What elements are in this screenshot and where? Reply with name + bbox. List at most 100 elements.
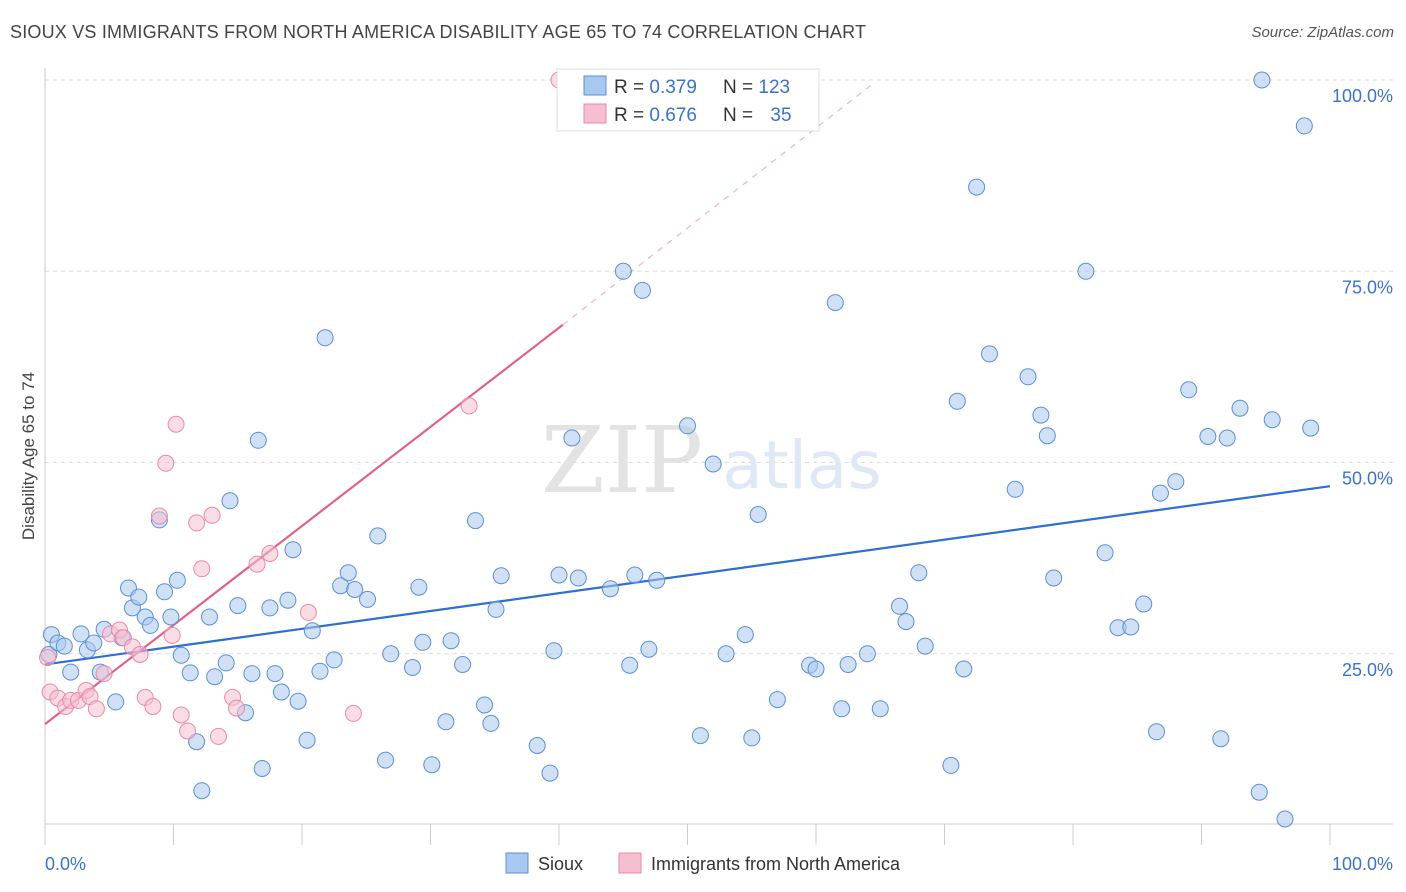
sioux-point [284, 541, 302, 559]
sioux-point [272, 683, 290, 701]
sioux-point [981, 345, 998, 363]
stats-legend-swatch-sioux [583, 75, 607, 96]
stats-legend: R = 0.379 N = 123 R = 0.676 N = 35 [556, 68, 820, 132]
sioux-point [614, 262, 632, 280]
sioux-point [181, 664, 199, 682]
immigrant-point [179, 722, 197, 740]
sioux-point [743, 729, 761, 747]
sioux-point [955, 660, 973, 678]
sioux-point [839, 656, 857, 673]
sioux-point [749, 506, 767, 523]
sioux-point [916, 637, 934, 655]
sioux-point [279, 591, 297, 609]
trend-lines [44, 82, 1331, 726]
immigrant-point [460, 397, 478, 415]
immigrant-point [167, 415, 185, 433]
sioux-point [206, 668, 224, 686]
sioux-point [648, 571, 666, 589]
sioux-point [289, 692, 307, 710]
svg-text:R = 0.379: R = 0.379 [614, 77, 697, 98]
sioux-point [897, 613, 915, 631]
immigrants-trend-extension [562, 82, 875, 326]
sioux-point [55, 637, 73, 655]
sioux-point [156, 583, 173, 601]
immigrant-point [210, 727, 227, 745]
watermark-atlas: atlas [722, 427, 882, 504]
sioux-point [626, 566, 644, 584]
sioux-point [1167, 473, 1185, 491]
immigrant-point [299, 603, 317, 621]
sioux-point [1276, 810, 1294, 828]
sioux-point [768, 691, 786, 709]
sioux-point [833, 700, 851, 718]
legend-label-immigrants: Immigrants from North America [651, 854, 901, 874]
immigrant-point [163, 626, 181, 644]
sioux-point [130, 588, 148, 606]
sioux-point [221, 492, 239, 510]
sioux-point [249, 431, 267, 449]
sioux-point [1263, 411, 1281, 429]
immigrant-point [248, 555, 266, 573]
y-tick-label: 50.0% [1342, 469, 1393, 489]
sioux-point [85, 634, 103, 652]
sioux-point [442, 632, 460, 650]
sioux-point [621, 656, 639, 674]
legend-swatch-sioux [505, 852, 529, 874]
sioux-point [325, 651, 343, 669]
legend-label-sioux: Sioux [538, 854, 583, 874]
sioux-point [1180, 381, 1198, 399]
sioux-point [1199, 428, 1217, 445]
sioux-point [1096, 544, 1114, 562]
sioux-point [541, 764, 559, 782]
immigrants-trend-line [44, 323, 564, 726]
sioux-point [253, 760, 271, 777]
sioux-point [1218, 429, 1236, 447]
sioux-point [1038, 427, 1056, 445]
sioux-point [404, 659, 421, 676]
sioux-point [1151, 484, 1169, 502]
sioux-point [717, 645, 735, 663]
sioux-point [369, 527, 387, 545]
sioux-point [968, 178, 986, 196]
sioux-point [316, 329, 334, 347]
x-tick-label: 0.0% [45, 854, 86, 874]
y-tick-labels: 25.0% 50.0% 75.0% 100.0% [1332, 86, 1393, 680]
sioux-point [528, 737, 546, 754]
sioux-point [1122, 618, 1140, 636]
x-tick-label: 100.0% [1332, 854, 1393, 874]
sioux-point [172, 646, 190, 664]
y-tick-label: 100.0% [1332, 86, 1393, 106]
y-axis-label: Disability Age 65 to 74 [19, 372, 38, 540]
sioux-point [1077, 262, 1095, 280]
sioux-point [569, 569, 587, 587]
sioux-point [423, 756, 441, 774]
sioux-point [1212, 730, 1230, 748]
sioux-trend-line [44, 485, 1331, 666]
stats-r-label: R = [614, 105, 649, 126]
legend-swatch-immigrants [618, 852, 642, 874]
immigrant-point [39, 649, 57, 667]
x-tick-labels: 0.0% 100.0% [45, 854, 1393, 874]
sioux-point [303, 622, 321, 640]
sioux-point [229, 597, 247, 615]
immigrant-point [144, 698, 162, 715]
sioux-point [414, 633, 432, 651]
sioux-point [346, 581, 364, 598]
stats-n-value-immigrants: 35 [770, 105, 791, 126]
sioux-point [382, 645, 400, 663]
sioux-point [826, 294, 844, 312]
sioux-point [217, 654, 235, 672]
sioux-point [1006, 480, 1024, 498]
sioux-point [1045, 569, 1063, 587]
sioux-point [339, 564, 357, 582]
sioux-point [359, 590, 376, 608]
sioux-point [634, 281, 651, 299]
sioux-point [467, 512, 484, 530]
sioux-point [476, 696, 493, 714]
stats-legend-swatch-immigrants [583, 103, 607, 124]
immigrant-point [157, 454, 175, 472]
sioux-point [550, 566, 568, 584]
immigrant-point [150, 507, 168, 525]
sioux-point [311, 662, 329, 680]
immigrant-point [87, 700, 105, 718]
